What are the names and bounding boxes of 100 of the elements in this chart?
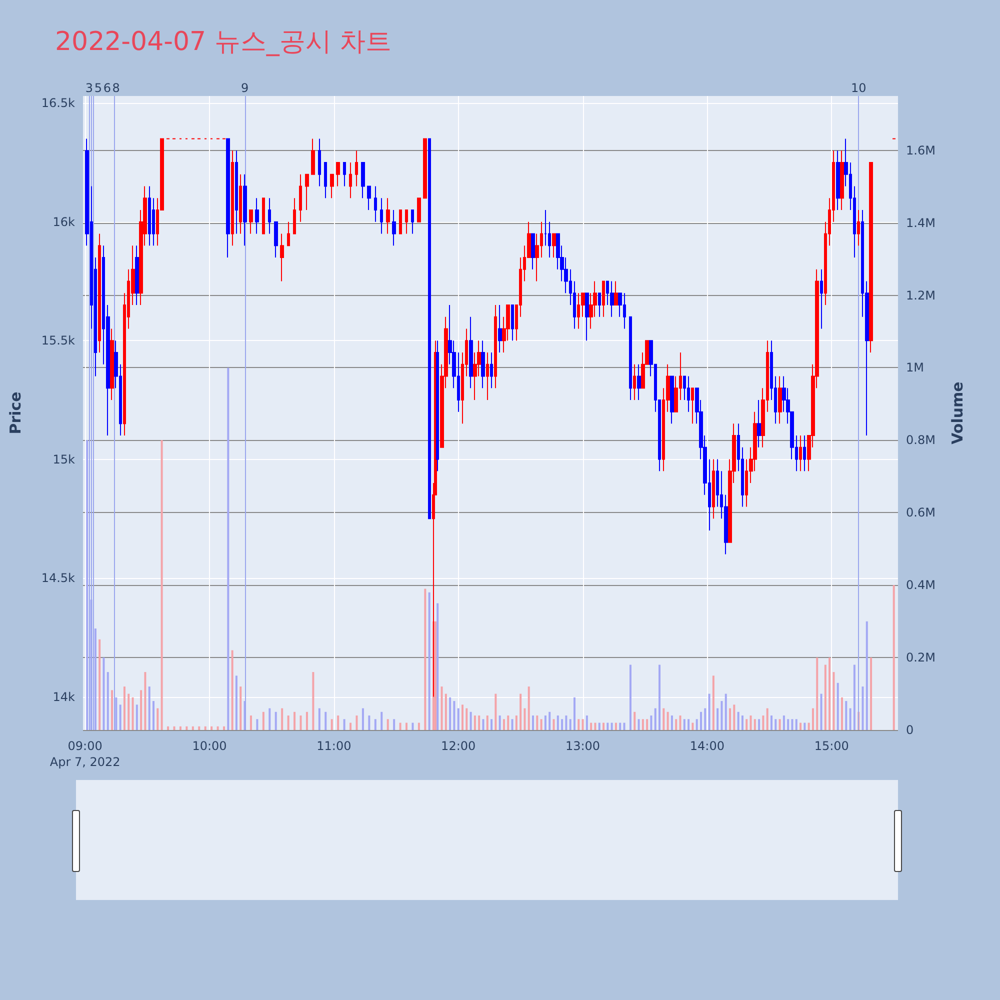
bar bbox=[324, 712, 327, 730]
bar bbox=[240, 686, 242, 730]
candlestick bbox=[423, 138, 427, 199]
bar bbox=[294, 712, 296, 730]
bar bbox=[434, 621, 437, 730]
candlestick bbox=[481, 340, 485, 389]
bar bbox=[482, 719, 484, 730]
bar bbox=[186, 726, 188, 730]
bar bbox=[210, 726, 213, 730]
y2-tick-label: 1M bbox=[906, 360, 924, 375]
bar bbox=[683, 719, 686, 730]
candlestick bbox=[262, 198, 265, 234]
bar bbox=[216, 726, 219, 730]
bar bbox=[654, 708, 656, 730]
bar bbox=[235, 676, 238, 730]
bar bbox=[223, 726, 226, 730]
y2-tick-label: 1.2M bbox=[906, 288, 936, 302]
bar bbox=[578, 719, 580, 730]
candlestick bbox=[691, 388, 694, 424]
bar bbox=[262, 712, 264, 730]
bar bbox=[386, 719, 389, 730]
y-tick-label: 14.5k bbox=[41, 571, 76, 586]
bar bbox=[136, 704, 138, 730]
bar bbox=[720, 701, 723, 730]
bar bbox=[696, 719, 698, 730]
bar bbox=[741, 716, 744, 730]
candlestick bbox=[386, 198, 390, 234]
y2-tick-label: 0.6M bbox=[906, 506, 936, 520]
bar bbox=[374, 719, 376, 730]
candlestick bbox=[98, 233, 101, 353]
bar bbox=[256, 719, 258, 730]
bar bbox=[606, 722, 609, 730]
bar bbox=[192, 726, 194, 730]
bar bbox=[820, 694, 822, 730]
bar bbox=[356, 716, 358, 730]
candlestick bbox=[687, 376, 690, 412]
bar bbox=[399, 722, 402, 730]
bar bbox=[486, 716, 488, 730]
bar bbox=[700, 712, 702, 730]
candlestick bbox=[355, 150, 358, 187]
bar bbox=[862, 686, 864, 730]
candlestick bbox=[869, 162, 873, 353]
bar bbox=[424, 588, 426, 730]
bar bbox=[466, 708, 468, 730]
candlestick bbox=[392, 209, 396, 246]
bar bbox=[716, 708, 719, 730]
bar bbox=[412, 722, 414, 730]
bar bbox=[666, 712, 669, 730]
y-tick-label: 15k bbox=[52, 452, 76, 466]
candlestick bbox=[280, 233, 284, 282]
candlestick bbox=[428, 138, 431, 520]
bar bbox=[662, 708, 665, 730]
bar bbox=[892, 585, 895, 730]
bar bbox=[787, 719, 790, 730]
candlestick bbox=[135, 245, 139, 306]
bar bbox=[362, 708, 364, 730]
bar bbox=[502, 719, 505, 730]
bar bbox=[569, 719, 572, 730]
candlestick bbox=[531, 233, 535, 270]
ref-line-label: 8 bbox=[112, 81, 120, 95]
candlestick bbox=[361, 162, 365, 199]
candlestick bbox=[231, 150, 234, 246]
y2-tick-label: 1.4M bbox=[906, 216, 936, 230]
bar bbox=[552, 719, 555, 730]
bar bbox=[111, 690, 114, 730]
bar bbox=[474, 716, 476, 730]
candlestick bbox=[287, 221, 290, 246]
ref-line-label: 9 bbox=[240, 81, 249, 95]
bar bbox=[782, 716, 785, 730]
candlestick bbox=[820, 268, 823, 330]
candlestick bbox=[494, 304, 497, 389]
bar bbox=[590, 722, 592, 730]
bar bbox=[494, 694, 497, 730]
bar bbox=[565, 716, 568, 730]
bar bbox=[128, 694, 130, 730]
x-tick-label: 11:00 bbox=[316, 739, 352, 753]
bar bbox=[704, 708, 706, 730]
bar bbox=[160, 440, 163, 730]
bar bbox=[528, 686, 530, 730]
bar bbox=[144, 672, 146, 730]
bar bbox=[507, 716, 510, 730]
chart-title: 2022-04-07 뉴스_공시 차트 bbox=[55, 27, 392, 57]
candlestick bbox=[226, 138, 230, 258]
bar bbox=[594, 722, 596, 730]
candlestick bbox=[836, 150, 840, 210]
candlestick bbox=[274, 221, 278, 258]
x-tick-label: 14:00 bbox=[690, 739, 725, 753]
candlestick bbox=[311, 138, 315, 175]
y2-tick-label: 0.8M bbox=[906, 433, 936, 448]
candlestick bbox=[367, 186, 371, 210]
bar bbox=[642, 719, 644, 730]
bar bbox=[536, 716, 538, 730]
bar bbox=[646, 719, 648, 730]
y-tick-label: 16k bbox=[52, 214, 76, 229]
bar bbox=[281, 708, 284, 730]
bar bbox=[746, 719, 748, 730]
bar bbox=[866, 621, 868, 730]
bar bbox=[152, 701, 155, 730]
bar bbox=[343, 719, 346, 730]
bar bbox=[457, 708, 460, 730]
